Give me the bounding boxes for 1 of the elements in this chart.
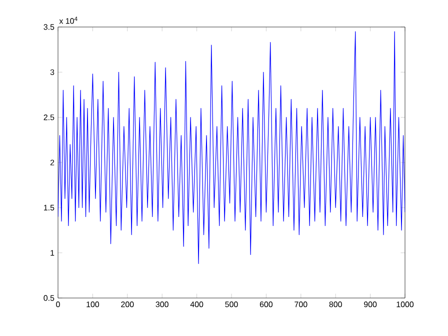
- line-series: [58, 31, 406, 264]
